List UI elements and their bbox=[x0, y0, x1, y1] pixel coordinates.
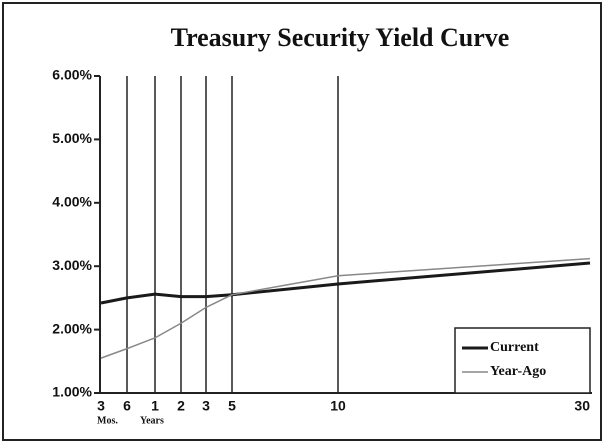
x-tick-label: 30 bbox=[574, 398, 590, 414]
legend-box bbox=[454, 327, 591, 394]
x-tick-label: 3 bbox=[202, 398, 210, 414]
y-tick-label: 4.00% bbox=[52, 194, 92, 210]
y-tick-label: 1.00% bbox=[52, 384, 92, 400]
x-sublabel: Mos. bbox=[97, 415, 118, 426]
x-tick-label: 6 bbox=[123, 398, 131, 414]
x-sublabel: Years bbox=[140, 415, 164, 426]
y-tick-label: 5.00% bbox=[52, 130, 92, 146]
series-line bbox=[100, 261, 591, 305]
x-tick-label: 10 bbox=[330, 398, 346, 414]
series-line bbox=[100, 257, 591, 359]
x-tick-label: 1 bbox=[151, 398, 159, 414]
chart-title: Treasury Security Yield Curve bbox=[171, 23, 510, 52]
y-tick-label: 6.00% bbox=[52, 67, 92, 83]
legend-label: Current bbox=[490, 340, 539, 355]
x-tick-label: 5 bbox=[228, 398, 236, 414]
y-tick-label: 3.00% bbox=[52, 257, 92, 273]
x-tick-label: 2 bbox=[177, 398, 185, 414]
x-tick-label: 3 bbox=[97, 398, 105, 414]
y-tick-label: 2.00% bbox=[52, 320, 92, 336]
legend-label: Year-Ago bbox=[490, 364, 546, 379]
